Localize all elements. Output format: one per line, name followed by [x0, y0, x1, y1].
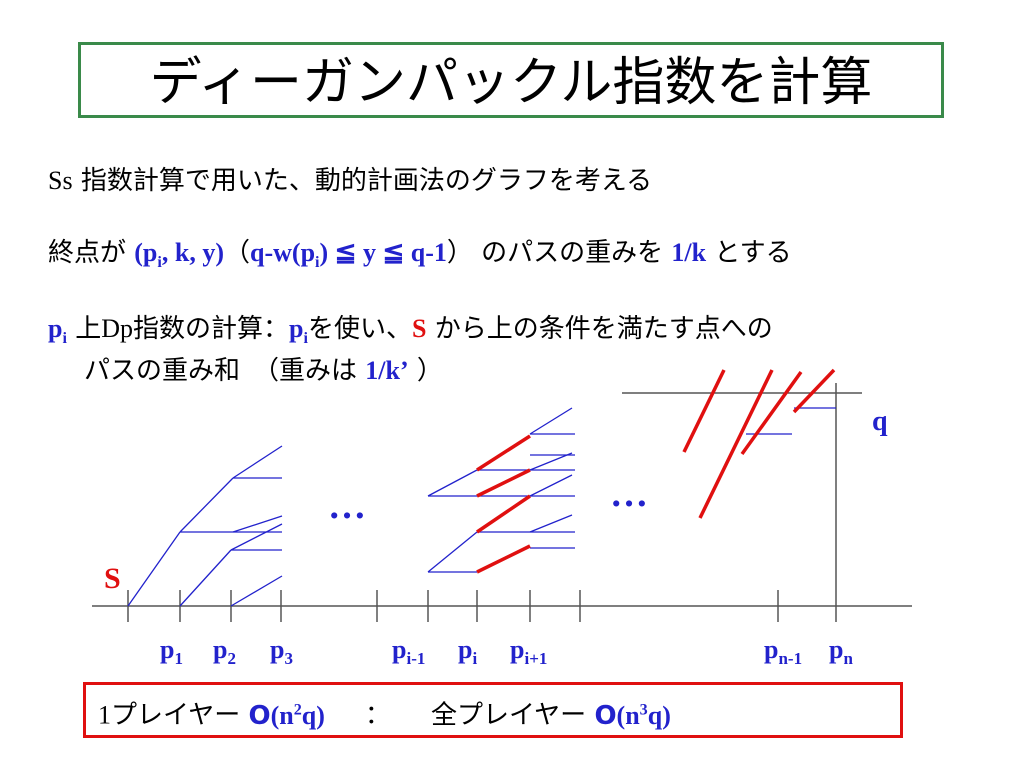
line4-a: パスの重み和 （重みは	[84, 356, 366, 386]
p-label-3: p3	[270, 635, 293, 668]
p-label-i+1: pi+1	[510, 635, 547, 668]
q-label: q	[872, 406, 888, 437]
dp-text: Dp	[101, 314, 133, 343]
line3-b: 指数の計算：	[133, 314, 290, 344]
line3-d: から上の条件を満たす点への	[426, 314, 773, 344]
red-segments-right	[682, 368, 836, 519]
line2-c: とする	[706, 238, 792, 268]
p-label-i: pi	[458, 635, 477, 668]
s-label-inline: S	[411, 314, 427, 343]
line3-a: 上	[66, 314, 102, 344]
text-line-4: パスの重み和 （重みは 1/k’ ）	[84, 354, 443, 388]
complexity-box: 1プレイヤー O(n2q)：全プレイヤー O(n3q)	[83, 682, 903, 738]
line3-c: を使い、	[307, 314, 412, 344]
complexity-one-player: O(n2q)	[248, 700, 325, 731]
weight-value: 1/k	[671, 238, 707, 267]
p-label-2: p2	[213, 635, 236, 668]
blue-paths-right	[746, 407, 836, 435]
weight-k-prime: 1/k’	[365, 356, 409, 385]
complexity-text: 1プレイヤー O(n2q)：全プレイヤー O(n3q)	[98, 700, 671, 731]
p-label-1: p1	[160, 635, 183, 668]
red-segments-middle	[476, 434, 531, 574]
pi-label: pi	[48, 314, 67, 348]
text-line-2: 終点が (pi, k, y)（q-w(pi) ≦ y ≦ q-1） のパスの重み…	[48, 236, 792, 280]
p-labels: p1 p2 p3 pi-1 pi pi+1 pn-1 pn	[160, 635, 853, 668]
blue-paths-left	[127, 445, 283, 607]
line2-a: 終点が	[48, 238, 135, 268]
p-label-n: pn	[829, 635, 853, 668]
text-line-3: pi 上Dp指数の計算：piを使い、S から上の条件を満たす点への	[48, 312, 773, 356]
s-label: S	[104, 562, 121, 595]
line2-b: のパスの重みを	[472, 238, 672, 268]
text-line-1: Ss 指数計算で用いた、動的計画法のグラフを考える	[48, 164, 652, 198]
ss-prefix: Ss	[48, 166, 73, 195]
ellipsis-right: …	[610, 473, 648, 515]
paren-close: ）	[446, 238, 473, 268]
complexity-all-players: O(n3q)	[594, 700, 671, 731]
node-tuple: (pi, k, y)	[134, 238, 224, 272]
pi-label-2: pi	[289, 314, 308, 348]
p-label-i-1: pi-1	[392, 635, 425, 668]
blue-paths-middle	[427, 407, 575, 573]
ellipsis-left: …	[328, 485, 366, 527]
y-condition: q-w(pi) ≦ y ≦ q-1	[250, 238, 447, 272]
title-box: ディーガンパックル指数を計算	[78, 42, 944, 118]
p-label-n-1: pn-1	[764, 635, 802, 668]
slide-title: ディーガンパックル指数を計算	[149, 53, 873, 113]
paren-open: （	[224, 238, 251, 268]
line4-b: ）	[408, 356, 443, 386]
axis-ticks	[127, 590, 779, 622]
line1-text: 指数計算で用いた、動的計画法のグラフを考える	[72, 166, 653, 196]
